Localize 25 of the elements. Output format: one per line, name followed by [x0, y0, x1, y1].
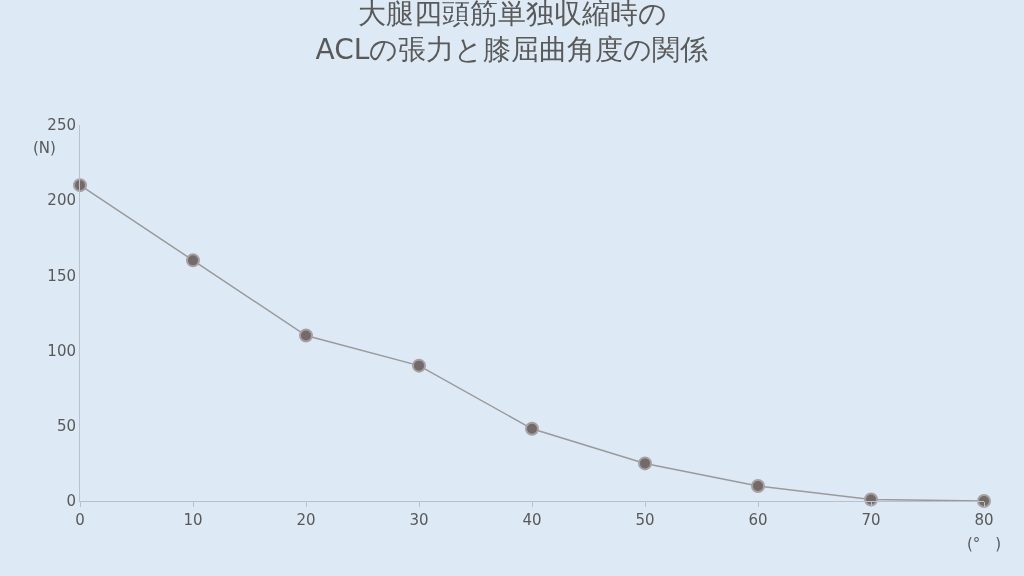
x-tick-label: 60: [748, 511, 768, 529]
y-tick-label: 0: [66, 492, 76, 511]
y-tick-label: 200: [47, 191, 76, 210]
point: [751, 478, 765, 493]
y-tick-label: 50: [56, 417, 76, 436]
point: [186, 253, 200, 268]
y-tick-label: 150: [47, 266, 76, 285]
y-tick-label: 250: [47, 116, 76, 135]
x-tick-label: 50: [635, 511, 655, 529]
x-tick-label: 20: [296, 511, 316, 529]
x-tick-label: 30: [409, 511, 429, 529]
y-tick-label: 100: [47, 341, 76, 360]
x-tick-label: 10: [183, 511, 203, 529]
chart-title: 大腿四頭筋単独収縮時の ACLの張力と膝屈曲角度の関係: [315, 0, 709, 67]
point: [412, 358, 426, 373]
y-axis-title: (N): [33, 139, 56, 157]
point: [638, 456, 652, 471]
x-tick-label: 80: [974, 511, 994, 529]
point: [525, 421, 539, 436]
point: [299, 328, 313, 343]
x-tick-label: 70: [861, 511, 881, 529]
point: [977, 494, 991, 508]
x-tick-label: 40: [522, 511, 542, 529]
x-axis-title: (° ): [967, 535, 1002, 553]
point: [73, 178, 87, 193]
